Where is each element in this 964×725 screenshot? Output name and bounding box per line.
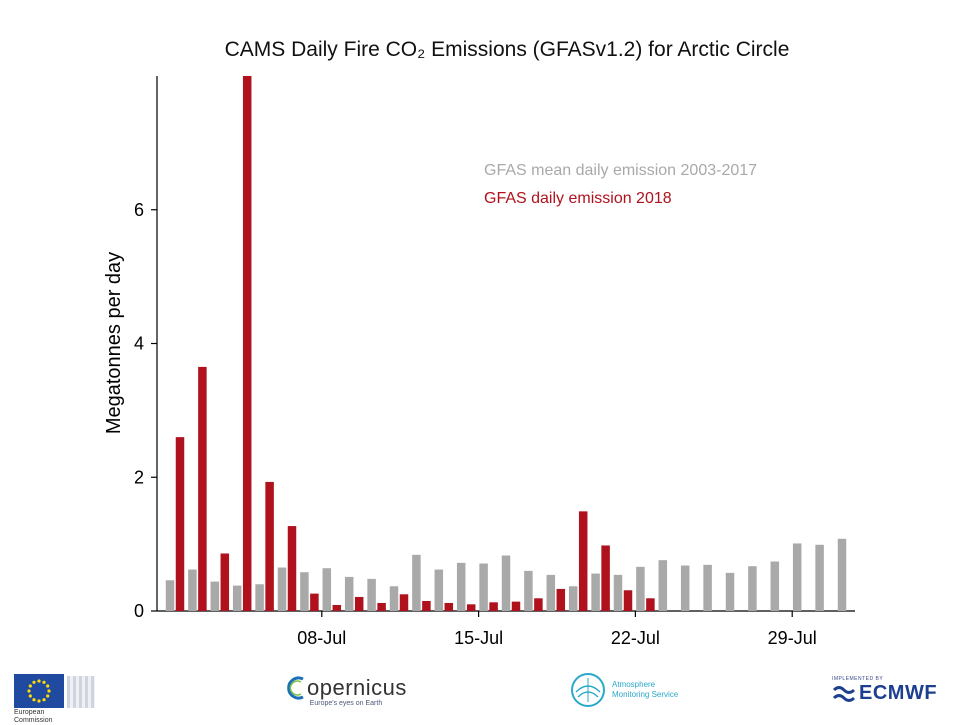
bar-mean xyxy=(210,581,220,611)
y-tick-label: 6 xyxy=(134,200,144,220)
bar-2018 xyxy=(354,596,364,611)
bar-mean xyxy=(725,572,735,611)
bar-mean xyxy=(165,580,175,611)
copernicus-logo: opernicus Europe's eyes on Earth xyxy=(285,674,407,707)
x-tick-label: 22-Jul xyxy=(611,628,660,648)
bar-mean xyxy=(658,560,668,611)
bar-mean xyxy=(568,586,578,611)
atmosphere-icon xyxy=(571,673,605,707)
bar-mean xyxy=(277,567,287,611)
bar-mean xyxy=(255,584,264,611)
bar-mean xyxy=(232,585,242,611)
bars xyxy=(165,76,847,611)
bar-mean xyxy=(479,563,488,611)
bar-mean xyxy=(546,574,556,611)
bar-mean xyxy=(300,572,309,611)
bar-2018 xyxy=(601,545,610,611)
bar-mean xyxy=(434,569,444,611)
bar-2018 xyxy=(623,590,633,611)
bar-2018 xyxy=(287,526,297,611)
bar-2018 xyxy=(175,437,185,611)
bar-mean xyxy=(792,543,802,611)
bar-mean xyxy=(524,570,533,611)
eu-logo-text: European Commission xyxy=(14,709,53,724)
bar-mean xyxy=(591,573,600,611)
bar-mean xyxy=(367,578,376,611)
bar-mean xyxy=(770,561,780,611)
atmosphere-monitoring-logo: Atmosphere Monitoring Service xyxy=(570,672,678,708)
legend-entry-2018: GFAS daily emission 2018 xyxy=(484,190,672,207)
bar-2018 xyxy=(377,602,386,611)
bar-2018 xyxy=(242,76,252,611)
x-tick-label: 08-Jul xyxy=(297,628,346,648)
x-tick-label: 15-Jul xyxy=(454,628,503,648)
bar-mean xyxy=(344,576,354,611)
bar-mean xyxy=(636,566,645,611)
bar-mean xyxy=(456,562,466,611)
eu-flag-icon xyxy=(14,674,64,708)
bar-2018 xyxy=(422,600,431,611)
bar-2018 xyxy=(466,604,476,611)
logo-bar: European Commission opernicus Europe's e… xyxy=(0,660,964,725)
bar-2018 xyxy=(265,481,274,611)
bar-2018 xyxy=(578,511,588,611)
bar-mean xyxy=(188,569,197,611)
y-tick-label: 0 xyxy=(134,601,144,621)
x-ticks: 08-Jul 15-Jul 22-Jul 29-Jul xyxy=(297,611,817,648)
bar-2018 xyxy=(646,598,655,611)
bar-2018 xyxy=(310,593,319,611)
bar-mean xyxy=(389,586,399,611)
bar-2018 xyxy=(556,588,566,611)
bar-mean xyxy=(613,574,623,611)
chart-title: CAMS Daily Fire CO₂ Emissions (GFASv1.2)… xyxy=(225,38,790,61)
bar-mean xyxy=(322,568,332,611)
y-ticks: 0 2 4 6 xyxy=(134,200,157,621)
bar-mean xyxy=(680,565,690,611)
bar-mean xyxy=(748,566,757,611)
chart: CAMS Daily Fire CO₂ Emissions (GFASv1.2)… xyxy=(103,38,855,648)
bar-2018 xyxy=(332,604,342,611)
eu-flag-logo: European Commission xyxy=(14,674,95,725)
copernicus-c-icon xyxy=(287,676,304,700)
bar-mean xyxy=(837,538,847,611)
bar-mean xyxy=(703,564,712,611)
bar-mean xyxy=(501,555,511,611)
bar-2018 xyxy=(534,598,543,611)
bar-2018 xyxy=(489,602,498,611)
bar-mean xyxy=(412,554,421,611)
y-tick-label: 4 xyxy=(134,334,144,354)
bar-2018 xyxy=(198,366,207,611)
legend: GFAS mean daily emission 2003-2017 GFAS … xyxy=(484,162,757,207)
ecmwf-wave-icon xyxy=(832,685,856,702)
ecmwf-logo: IMPLEMENTED BY ECMWF xyxy=(832,676,938,704)
y-axis-label: Megatonnes per day xyxy=(103,252,125,434)
y-tick-label: 2 xyxy=(134,467,144,487)
bar-2018 xyxy=(511,601,521,611)
bar-2018 xyxy=(220,553,230,611)
legend-entry-mean: GFAS mean daily emission 2003-2017 xyxy=(484,162,757,179)
bar-2018 xyxy=(444,602,454,611)
bar-2018 xyxy=(399,594,409,611)
eu-building-icon xyxy=(67,676,95,708)
bar-mean xyxy=(815,544,824,611)
x-tick-label: 29-Jul xyxy=(768,628,817,648)
